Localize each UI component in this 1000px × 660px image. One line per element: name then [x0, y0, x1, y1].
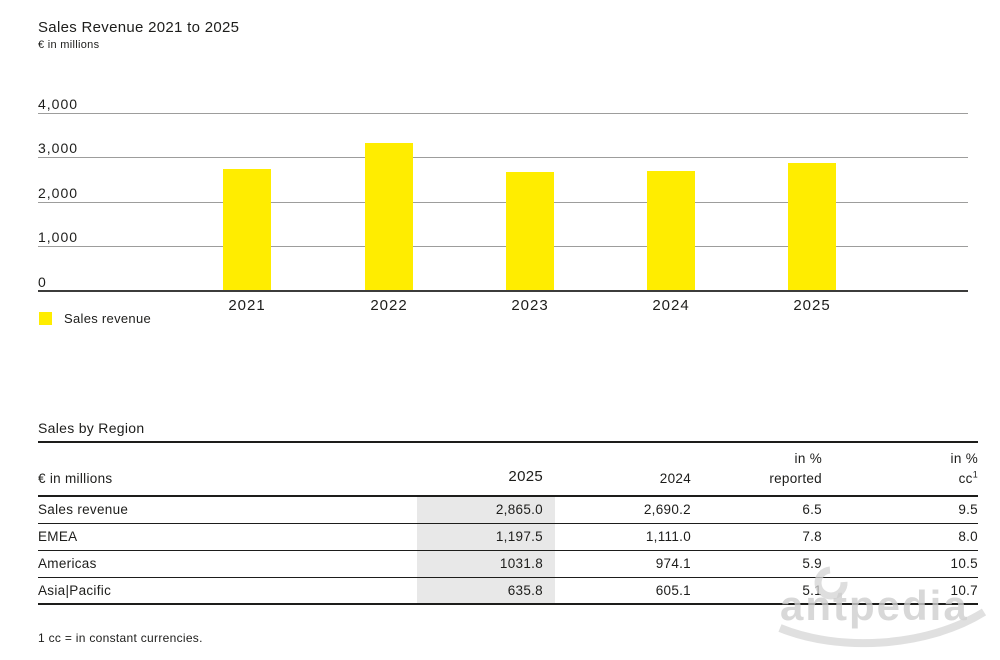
legend-label: Sales revenue — [64, 311, 152, 326]
x-tick-label: 2024 — [652, 297, 690, 314]
pct-reported: 6.5 — [699, 496, 830, 524]
chart-header: Sales Revenue 2021 to 2025 € in millions — [38, 19, 239, 51]
pct-cc: 9.5 — [830, 496, 978, 524]
x-tick-label: 2025 — [793, 297, 831, 314]
value-2024: 605.1 — [555, 577, 699, 606]
bar-2022 — [365, 142, 413, 290]
table-row: Sales revenue 2,865.0 2,690.2 6.5 9.5 — [38, 496, 978, 524]
chart-legend: Sales revenue — [39, 311, 151, 326]
gridline: 4,000 — [38, 96, 968, 114]
bar-2021 — [223, 169, 271, 290]
chart-subtitle: € in millions — [38, 39, 100, 51]
y-tick-label: 4,000 — [38, 96, 79, 112]
sales-by-region-section: Sales by Region € in millions 2025 2024 … — [38, 420, 978, 606]
pct-reported: 7.8 — [699, 523, 830, 551]
region-label: Asia|Pacific — [38, 577, 417, 606]
table-header-row: € in millions 2025 2024 in % reported in… — [38, 443, 978, 498]
x-axis-baseline: 0 — [38, 274, 968, 292]
pct-cc: 10.5 — [830, 550, 978, 578]
table-row: EMEA 1,197.5 1,111.0 7.8 8.0 — [38, 523, 978, 551]
chart-title: Sales Revenue 2021 to 2025 — [38, 19, 240, 36]
region-label: Americas — [38, 550, 417, 578]
y-tick-label: 2,000 — [38, 184, 79, 201]
value-2025: 2,865.0 — [417, 496, 555, 524]
header-cc: cc — [958, 470, 973, 486]
gridline: 2,000 — [38, 185, 968, 203]
y-tick-label: 1,000 — [38, 228, 79, 245]
table-row: Americas 1031.8 974.1 5.9 10.5 — [38, 550, 978, 578]
x-tick-label: 2021 — [228, 297, 266, 314]
pct-reported: 5.1 — [699, 577, 830, 606]
value-2024: 974.1 — [555, 550, 699, 578]
table-row: Asia|Pacific 635.8 605.1 5.1 10.7 — [38, 577, 978, 606]
column-header-unit: € in millions — [38, 443, 417, 498]
table-title: Sales by Region — [38, 420, 978, 443]
plot-area: 0 1,000 2,000 3,000 4,000 — [38, 96, 968, 292]
pct-cc: 10.7 — [830, 577, 978, 606]
header-reported: reported — [769, 470, 822, 486]
value-2025: 1,197.5 — [417, 523, 555, 551]
region-label: Sales revenue — [38, 496, 417, 524]
x-axis: 2021 2022 2023 2024 2025 — [38, 297, 968, 317]
value-2025: 635.8 — [417, 577, 555, 606]
value-2024: 2,690.2 — [555, 496, 699, 524]
gridline: 1,000 — [38, 229, 968, 247]
bar-2025 — [788, 163, 836, 290]
pct-reported: 5.9 — [699, 550, 830, 578]
legend-swatch-icon — [39, 312, 52, 325]
y-tick-label: 3,000 — [38, 140, 79, 157]
sales-by-region-table: € in millions 2025 2024 in % reported in… — [38, 443, 978, 606]
y-tick-label: 0 — [38, 274, 47, 290]
x-tick-label: 2022 — [370, 297, 408, 314]
bar-2024 — [647, 170, 695, 290]
column-header-pct-cc: in % cc1 — [830, 443, 978, 498]
bar-2023 — [506, 171, 554, 290]
header-in-pct: in % — [794, 451, 822, 466]
x-tick-label: 2023 — [511, 297, 549, 314]
column-header-2025: 2025 — [417, 443, 555, 498]
footnote: 1 cc = in constant currencies. — [38, 631, 203, 645]
gridline: 3,000 — [38, 140, 968, 159]
value-2024: 1,111.0 — [555, 523, 699, 551]
header-cc-footnote-marker: 1 — [972, 469, 978, 480]
watermark-swoosh-icon — [778, 608, 987, 648]
column-header-pct-reported: in % reported — [699, 443, 830, 498]
region-label: EMEA — [38, 523, 417, 551]
pct-cc: 8.0 — [830, 523, 978, 551]
value-2025: 1031.8 — [417, 550, 555, 578]
column-header-2024: 2024 — [555, 443, 699, 498]
header-in-pct-cc: in % — [950, 451, 978, 466]
